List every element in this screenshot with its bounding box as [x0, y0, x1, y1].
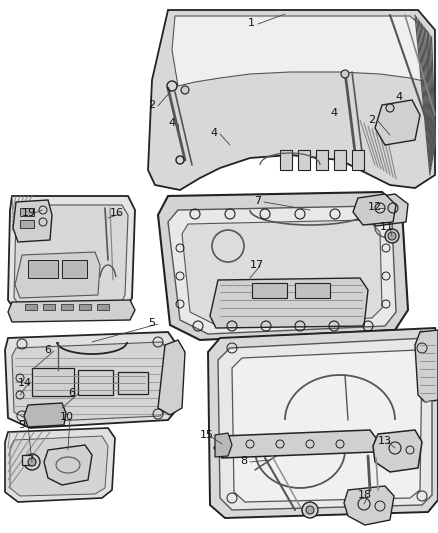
Text: 2: 2: [368, 115, 375, 125]
Bar: [252, 283, 287, 298]
Polygon shape: [44, 445, 92, 485]
Text: 6: 6: [44, 345, 51, 355]
Polygon shape: [24, 403, 66, 427]
Polygon shape: [168, 206, 396, 334]
Bar: [280, 150, 292, 170]
Circle shape: [24, 454, 40, 470]
Polygon shape: [208, 328, 438, 518]
Bar: [28, 260, 58, 278]
Text: 14: 14: [18, 378, 32, 388]
Bar: [32, 368, 74, 396]
Text: 12: 12: [368, 202, 382, 212]
Polygon shape: [373, 430, 422, 472]
Text: 16: 16: [110, 208, 124, 218]
Bar: [25, 304, 37, 310]
Text: 7: 7: [254, 196, 261, 206]
Bar: [43, 304, 55, 310]
Circle shape: [28, 458, 36, 466]
Polygon shape: [14, 205, 128, 308]
Polygon shape: [210, 278, 368, 328]
Circle shape: [341, 70, 349, 78]
Text: 8: 8: [240, 456, 247, 466]
Circle shape: [406, 446, 414, 454]
Polygon shape: [365, 194, 408, 226]
Circle shape: [181, 86, 189, 94]
Bar: [20, 220, 34, 228]
Text: 4: 4: [210, 128, 217, 138]
Bar: [316, 150, 328, 170]
Circle shape: [385, 229, 399, 243]
Bar: [334, 150, 346, 170]
Bar: [62, 260, 87, 278]
Polygon shape: [15, 252, 100, 298]
Text: 10: 10: [60, 412, 74, 422]
Polygon shape: [148, 10, 435, 190]
Polygon shape: [12, 342, 170, 422]
Polygon shape: [158, 192, 408, 340]
Bar: [118, 372, 148, 394]
Text: 17: 17: [250, 260, 264, 270]
Polygon shape: [353, 194, 396, 225]
Polygon shape: [415, 330, 438, 402]
Text: 6: 6: [68, 388, 75, 398]
Circle shape: [386, 104, 394, 112]
Bar: [22, 455, 32, 465]
Bar: [298, 150, 310, 170]
Bar: [79, 304, 91, 310]
Circle shape: [388, 232, 396, 240]
Polygon shape: [344, 486, 394, 525]
Text: 4: 4: [168, 118, 175, 128]
Polygon shape: [214, 430, 376, 458]
Bar: [97, 304, 109, 310]
Polygon shape: [10, 436, 108, 496]
Bar: [78, 370, 113, 395]
Circle shape: [302, 502, 318, 518]
Bar: [295, 283, 330, 298]
Polygon shape: [5, 428, 115, 502]
Polygon shape: [8, 196, 135, 315]
Text: 5: 5: [148, 318, 155, 328]
Polygon shape: [158, 340, 185, 415]
Polygon shape: [172, 16, 428, 86]
Polygon shape: [232, 350, 422, 502]
Text: 4: 4: [395, 92, 402, 102]
Polygon shape: [375, 100, 420, 145]
Text: 1: 1: [248, 18, 255, 28]
Text: 18: 18: [358, 490, 372, 500]
Bar: [352, 150, 364, 170]
Bar: [20, 208, 34, 216]
Bar: [61, 304, 73, 310]
Text: 2: 2: [148, 100, 155, 110]
Polygon shape: [8, 300, 135, 322]
Text: 19: 19: [22, 208, 36, 218]
Text: 13: 13: [378, 436, 392, 446]
Polygon shape: [218, 338, 432, 510]
Text: 9: 9: [18, 420, 25, 430]
Polygon shape: [215, 433, 232, 457]
Text: 11: 11: [380, 222, 394, 232]
Polygon shape: [182, 220, 382, 324]
Text: 15: 15: [200, 430, 214, 440]
Circle shape: [306, 506, 314, 514]
Polygon shape: [13, 200, 52, 242]
Polygon shape: [5, 332, 178, 428]
Text: 4: 4: [330, 108, 337, 118]
